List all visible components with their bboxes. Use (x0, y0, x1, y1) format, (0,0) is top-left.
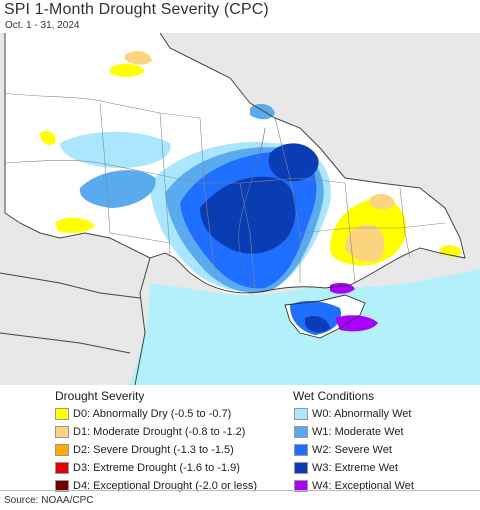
dry-d1-east-n (370, 193, 395, 210)
wet-legend-swatch (294, 407, 308, 420)
wet-w1-north (250, 103, 275, 120)
wet-legend-label: W0: Abnormally Wet (312, 407, 412, 420)
drought-legend-label: D4: Exceptional Drought (-2.0 or less) (73, 479, 258, 492)
drought-legend-item: D4: Exceptional Drought (-2.0 or less) (55, 478, 257, 493)
wet-legend-label: W1: Moderate Wet (312, 425, 404, 438)
drought-legend-swatch (55, 461, 69, 474)
drought-legend-label: D2: Severe Drought (-1.3 to -1.5) (73, 443, 234, 456)
wet-legend-label: W3: Extreme Wet (312, 461, 398, 474)
footer-divider (0, 490, 480, 491)
wet-legend-label: W4: Exceptional Wet (312, 479, 414, 492)
drought-legend-item: D1: Moderate Drought (-0.8 to -1.2) (55, 424, 245, 439)
wet-w3-north (268, 143, 319, 182)
map-title: SPI 1-Month Drought Severity (CPC) (4, 1, 269, 18)
wet-w0-west (60, 131, 171, 168)
wet-legend-item: W2: Severe Wet (294, 442, 392, 457)
drought-legend-title: Drought Severity (55, 389, 145, 403)
wet-legend-swatch (294, 425, 308, 438)
drought-legend-item: D0: Abnormally Dry (-0.5 to -0.7) (55, 406, 231, 421)
drought-legend-item: D3: Extreme Drought (-1.6 to -1.9) (55, 460, 240, 475)
drought-legend-swatch (55, 479, 69, 492)
map-subtitle: Oct. 1 - 31, 2024 (5, 20, 80, 31)
drought-legend-label: D0: Abnormally Dry (-0.5 to -0.7) (73, 407, 232, 420)
wet-legend-swatch (294, 461, 308, 474)
drought-legend-swatch (55, 425, 69, 438)
wet-legend-title: Wet Conditions (293, 389, 375, 403)
wet-w4-azov (330, 282, 355, 294)
wet-legend-item: W3: Extreme Wet (294, 460, 398, 475)
wet-w4-crimea (335, 315, 378, 332)
dnipro-river (238, 127, 266, 289)
drought-legend-label: D1: Moderate Drought (-0.8 to -1.2) (73, 425, 246, 438)
drought-legend-label: D3: Extreme Drought (-1.6 to -1.9) (73, 461, 240, 474)
drought-legend-swatch (55, 407, 69, 420)
drought-map (0, 33, 480, 385)
source-text: Source: NOAA/CPC (4, 495, 94, 506)
country-borders (0, 33, 466, 385)
dry-d1-north (125, 51, 152, 65)
wet-legend-item: W4: Exceptional Wet (294, 478, 414, 493)
wet-legend-item: W1: Moderate Wet (294, 424, 404, 439)
wet-w3-center (200, 176, 296, 254)
region-borders (4, 92, 446, 289)
drought-legend-item: D2: Severe Drought (-1.3 to -1.5) (55, 442, 234, 457)
wet-legend-swatch (294, 443, 308, 456)
wet-legend-label: W2: Severe Wet (312, 443, 392, 456)
dry-d0-west (55, 217, 95, 233)
drought-legend-swatch (55, 443, 69, 456)
wet-legend-item: W0: Abnormally Wet (294, 406, 411, 421)
crimea-coast (284, 294, 366, 339)
wet-w1-west (79, 170, 156, 208)
wet-crimea-w3 (305, 316, 330, 333)
wet-legend-swatch (294, 479, 308, 492)
coastline (204, 247, 466, 294)
dry-d0-northwest (40, 131, 56, 145)
dry-d0-north (110, 63, 145, 77)
dry-d1-east (345, 224, 385, 262)
